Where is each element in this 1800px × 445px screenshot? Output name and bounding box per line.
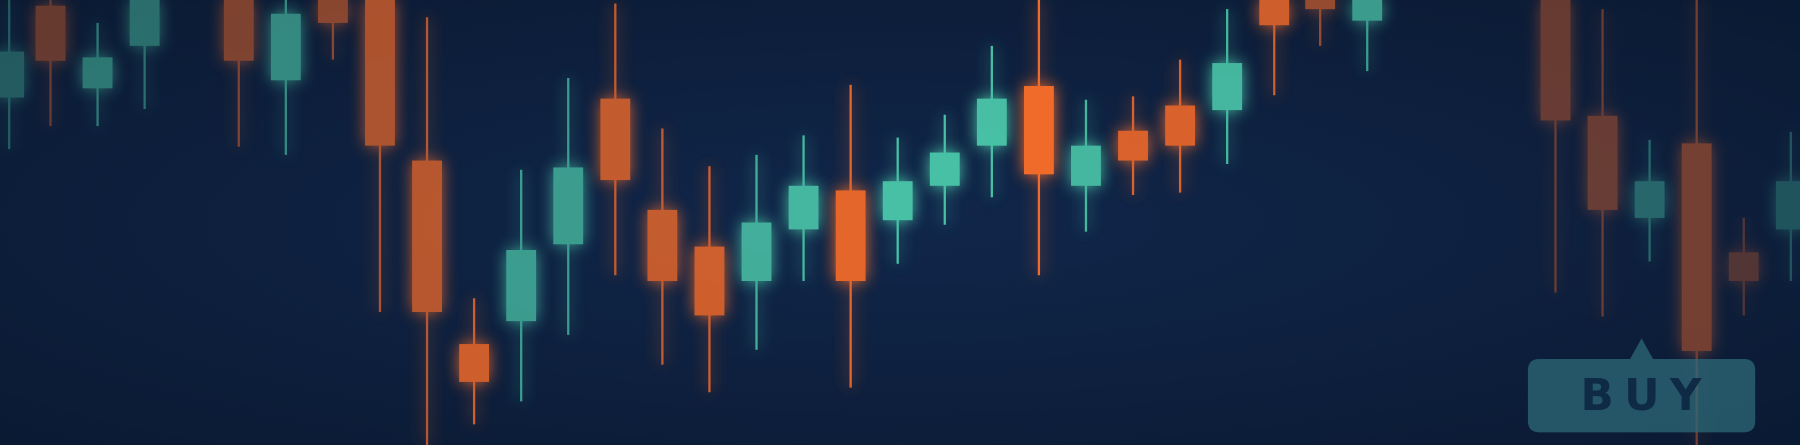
candle-body xyxy=(1259,0,1290,26)
candle-body xyxy=(270,13,301,81)
candle-body xyxy=(459,344,490,382)
candle-body xyxy=(600,98,631,181)
candle xyxy=(317,0,348,60)
candle xyxy=(82,22,113,127)
candle xyxy=(1023,0,1054,276)
candle xyxy=(0,0,25,150)
candle xyxy=(976,45,1007,198)
candle xyxy=(365,0,395,312)
candle-body xyxy=(0,51,25,98)
candle xyxy=(788,135,819,281)
candle xyxy=(506,169,537,402)
candle-body xyxy=(788,185,819,230)
candle xyxy=(1165,59,1196,193)
candle-body xyxy=(129,0,160,46)
candle xyxy=(1540,0,1571,293)
candle-body xyxy=(1071,145,1101,186)
button-shape[interactable] xyxy=(1527,338,1756,433)
candle-body xyxy=(506,250,537,322)
candle-body xyxy=(365,0,395,146)
buy-button[interactable]: BUY xyxy=(1527,338,1756,433)
candle xyxy=(1634,139,1665,262)
candle-body xyxy=(412,160,442,312)
candle xyxy=(1259,0,1290,96)
candle-body xyxy=(929,152,960,186)
candle xyxy=(459,298,490,425)
candle-body xyxy=(1118,130,1148,161)
candle xyxy=(882,137,913,264)
candle-body xyxy=(35,5,66,61)
candle-body xyxy=(1212,63,1243,111)
candle-body xyxy=(1728,252,1759,281)
candle-body xyxy=(1352,0,1383,21)
candle xyxy=(600,3,631,276)
candle xyxy=(1212,9,1243,165)
candle-body xyxy=(1540,0,1571,121)
candle-body xyxy=(1305,0,1336,10)
button-label[interactable]: BUY xyxy=(1581,371,1712,421)
candle-body xyxy=(835,190,866,281)
candle xyxy=(1118,96,1148,195)
candle-body xyxy=(694,246,725,316)
candle xyxy=(553,77,584,335)
candle xyxy=(223,0,254,147)
candle-body xyxy=(741,222,772,281)
candle xyxy=(35,0,66,127)
candle-body xyxy=(1775,181,1800,230)
candle-body xyxy=(976,98,1007,146)
candle xyxy=(412,17,442,445)
candle xyxy=(1305,0,1336,46)
candle-body xyxy=(1023,86,1054,175)
candle xyxy=(1587,9,1618,317)
candle xyxy=(270,0,301,155)
candle-body xyxy=(1165,105,1196,146)
candle xyxy=(741,154,772,350)
candle-body xyxy=(1587,115,1618,210)
candle xyxy=(1071,99,1101,232)
candle xyxy=(1775,131,1800,281)
candle xyxy=(647,128,678,365)
candle-body xyxy=(553,167,584,245)
candle xyxy=(1728,217,1759,316)
candle xyxy=(1352,0,1383,72)
candle xyxy=(929,114,960,225)
candle xyxy=(694,166,725,393)
candle xyxy=(835,84,866,388)
candle-body xyxy=(1634,181,1665,218)
candle-body xyxy=(647,209,678,281)
candle-body xyxy=(1681,143,1712,351)
candle-body xyxy=(882,181,913,221)
candle-body xyxy=(317,0,348,23)
candle-body xyxy=(82,57,113,89)
candle xyxy=(129,0,160,109)
candle-body xyxy=(223,0,254,61)
